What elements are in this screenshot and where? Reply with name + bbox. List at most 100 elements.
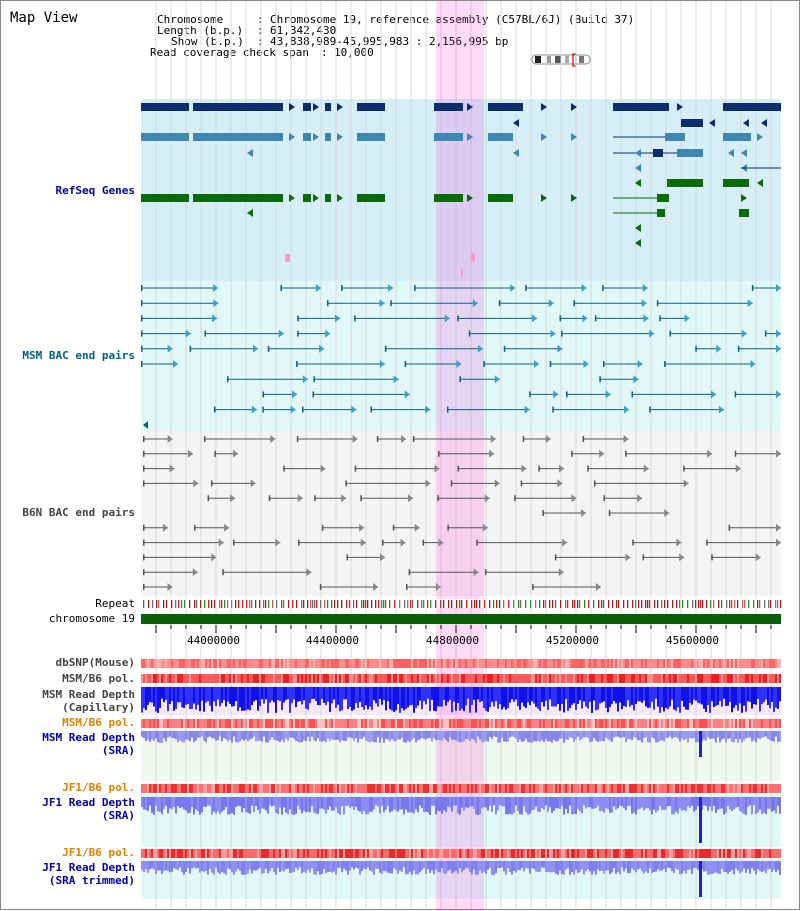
heat-cell <box>365 659 367 668</box>
depth-bar <box>141 731 143 737</box>
heat-cell <box>699 849 701 858</box>
depth-bar <box>657 861 659 870</box>
heat-cell <box>413 719 415 728</box>
depth-bar <box>143 797 145 810</box>
depth-bar <box>273 861 275 872</box>
repeat-element <box>552 600 554 608</box>
depth-bar <box>173 687 175 711</box>
msm-depth-sra-label-1[interactable]: MSM Read Depth <box>42 731 135 744</box>
depth-bar <box>717 687 719 705</box>
depth-bar <box>357 797 359 811</box>
depth-bar <box>473 731 475 740</box>
heat-cell <box>325 784 327 793</box>
jf1-depth-sra-label-1[interactable]: JF1 Read Depth <box>42 796 135 809</box>
heat-cell <box>681 849 683 858</box>
bac-end-arrow-icon <box>684 314 690 323</box>
depth-bar <box>199 861 201 873</box>
msm-bac-label[interactable]: MSM BAC end pairs <box>22 349 135 362</box>
depth-bar <box>743 797 745 814</box>
depth-bar <box>421 861 423 871</box>
depth-bar <box>661 861 663 871</box>
depth-bar <box>763 687 765 703</box>
depth-bar <box>629 687 631 707</box>
heat-cell <box>777 674 779 683</box>
heat-cell <box>419 719 421 728</box>
depth-bar <box>385 687 387 711</box>
gene-exon <box>488 103 523 111</box>
depth-bar <box>347 797 349 806</box>
depth-bar <box>511 797 513 815</box>
depth-bar <box>269 731 271 740</box>
depth-bar <box>173 861 175 868</box>
msm-depth-cap-label-1[interactable]: MSM Read Depth <box>42 688 135 701</box>
depth-bar <box>695 687 697 701</box>
depth-bar <box>431 731 433 742</box>
strand-arrow-icon <box>467 103 473 111</box>
depth-bar <box>315 687 317 702</box>
heat-cell <box>629 659 631 668</box>
refseq-genes-label[interactable]: RefSeq Genes <box>55 184 135 197</box>
bac-end-arrow-icon <box>521 464 527 473</box>
heat-cell <box>155 659 157 668</box>
depth-bar <box>687 731 689 743</box>
heat-cell <box>361 659 363 668</box>
b6n-bac-label[interactable]: B6N BAC end pairs <box>22 506 135 519</box>
depth-bar <box>385 861 387 872</box>
chromosome-label: chromosome 19 <box>48 612 135 625</box>
depth-bar <box>311 731 313 737</box>
jf1-depth-trim-label-1[interactable]: JF1 Read Depth <box>42 861 135 874</box>
heat-cell <box>229 674 231 683</box>
depth-bar <box>193 731 195 743</box>
depth-bar <box>641 687 643 703</box>
heat-cell <box>141 659 143 668</box>
dbsnp-label[interactable]: dbSNP(Mouse) <box>55 656 135 669</box>
depth-bar <box>301 861 303 874</box>
msm-pol-label-2[interactable]: MSM/B6 pol. <box>62 716 135 729</box>
heat-cell <box>611 784 613 793</box>
depth-bar <box>639 861 641 869</box>
depth-bar <box>211 797 213 815</box>
depth-bar <box>161 797 163 815</box>
msm-pol-label-1[interactable]: MSM/B6 pol. <box>62 672 135 685</box>
heat-cell <box>587 784 589 793</box>
msm-depth-cap-label-2: (Capillary) <box>62 701 135 714</box>
bac-end-marker <box>582 436 585 442</box>
depth-bar <box>639 797 641 809</box>
depth-bar <box>165 797 167 806</box>
depth-bar <box>469 687 471 713</box>
depth-bar <box>731 687 733 713</box>
repeat-element <box>700 600 702 608</box>
depth-bar <box>617 797 619 809</box>
depth-bar <box>483 861 485 872</box>
depth-bar <box>669 861 671 869</box>
heat-cell <box>661 849 663 858</box>
depth-bar <box>233 687 235 707</box>
heat-cell <box>405 784 407 793</box>
heat-cell <box>707 849 709 858</box>
depth-bar <box>665 687 667 708</box>
depth-bar <box>311 797 313 807</box>
heat-cell <box>349 849 351 858</box>
bac-end-marker <box>587 465 589 472</box>
heat-cell <box>669 849 671 858</box>
depth-bar <box>263 731 265 737</box>
heat-cell <box>679 719 681 728</box>
heat-cell <box>475 784 477 793</box>
jf1-pol-label-1[interactable]: JF1/B6 pol. <box>62 781 135 794</box>
depth-bar <box>247 687 249 710</box>
depth-bar <box>649 731 651 743</box>
heat-cell <box>323 719 325 728</box>
bac-end-marker <box>143 465 145 472</box>
jf1-pol-label-2[interactable]: JF1/B6 pol. <box>62 846 135 859</box>
repeat-element <box>603 600 605 608</box>
depth-bar <box>353 687 355 710</box>
strand-arrow-icon <box>635 239 641 247</box>
depth-bar <box>633 797 635 813</box>
depth-bar <box>313 861 315 875</box>
repeat-element <box>461 600 463 608</box>
heat-cell <box>729 659 731 668</box>
depth-bar <box>521 861 523 868</box>
depth-bar <box>217 861 219 873</box>
heat-cell <box>361 674 363 683</box>
